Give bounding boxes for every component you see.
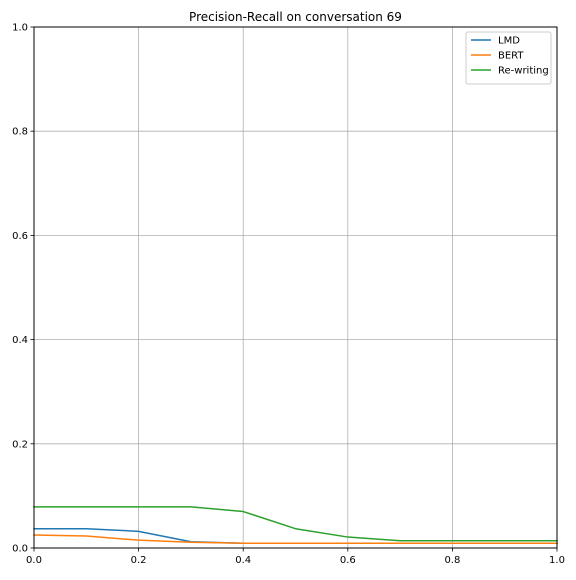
series-line-bert bbox=[33, 534, 558, 545]
y-tick-label: 0.8 bbox=[12, 127, 28, 138]
grid bbox=[33, 26, 558, 549]
axis-ticks: 0.0 0.2 0.4 0.6 0.8 1.0 0.0 0.2 0.4 0.6 0.8 1.0 bbox=[12, 23, 565, 567]
x-tick-label: 0.6 bbox=[340, 555, 356, 566]
x-tick-label: 1.0 bbox=[549, 555, 565, 566]
x-tick-label: 0.8 bbox=[444, 555, 460, 566]
y-tick-label: 1.0 bbox=[12, 23, 28, 34]
y-tick-label: 0.0 bbox=[12, 544, 28, 555]
x-tick-label: 0.0 bbox=[26, 555, 42, 566]
series-lines bbox=[33, 506, 558, 545]
series-line-re-writing bbox=[33, 506, 558, 542]
chart-title: Precision-Recall on conversation 69 bbox=[189, 10, 402, 24]
plot-frame bbox=[33, 26, 558, 549]
y-tick-label: 0.6 bbox=[12, 231, 28, 242]
legend-label-bert: BERT bbox=[498, 51, 524, 62]
x-tick-label: 0.4 bbox=[235, 555, 251, 566]
legend-label-lmd: LMD bbox=[498, 36, 520, 47]
x-tick-label: 0.2 bbox=[131, 555, 147, 566]
legend-label-re-writing: Re-writing bbox=[498, 66, 549, 77]
y-tick-label: 0.2 bbox=[12, 439, 28, 450]
legend-box bbox=[465, 31, 552, 85]
y-tick-label: 0.4 bbox=[12, 335, 28, 346]
legend: LMD BERT Re-writing bbox=[465, 31, 552, 85]
